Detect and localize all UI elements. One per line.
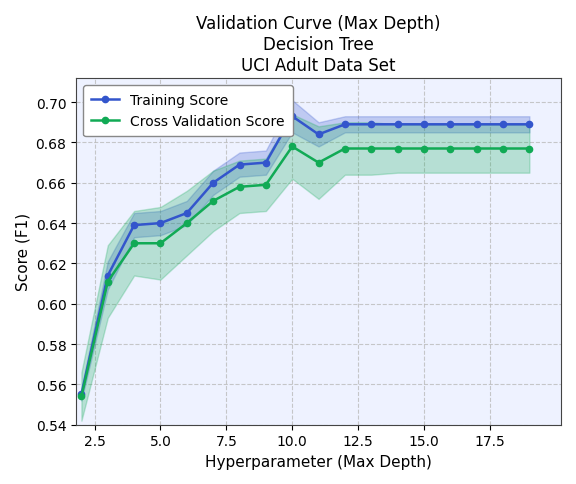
Training Score (210, 181, 217, 186)
Training Score (394, 122, 401, 128)
Cross Validation Score (473, 146, 480, 152)
Y-axis label: Score (F1): Score (F1) (15, 213, 30, 291)
Cross Validation Score (157, 241, 164, 247)
Training Score (342, 122, 348, 128)
Cross Validation Score (289, 144, 295, 150)
Training Score (104, 273, 111, 279)
Training Score (499, 122, 506, 128)
Cross Validation Score (210, 198, 217, 204)
Training Score (236, 163, 243, 168)
Cross Validation Score (394, 146, 401, 152)
Training Score (131, 223, 138, 228)
Cross Validation Score (368, 146, 375, 152)
Cross Validation Score (236, 184, 243, 190)
Training Score (368, 122, 375, 128)
Title: Validation Curve (Max Depth)
Decision Tree
UCI Adult Data Set: Validation Curve (Max Depth) Decision Tr… (196, 15, 441, 75)
Training Score (473, 122, 480, 128)
Cross Validation Score (263, 182, 270, 188)
Cross Validation Score (104, 279, 111, 285)
Cross Validation Score (78, 394, 85, 400)
Training Score (420, 122, 427, 128)
Cross Validation Score (526, 146, 533, 152)
Cross Validation Score (342, 146, 348, 152)
Cross Validation Score (315, 160, 322, 166)
Cross Validation Score (420, 146, 427, 152)
Legend: Training Score, Cross Validation Score: Training Score, Cross Validation Score (83, 86, 293, 137)
Line: Cross Validation Score: Cross Validation Score (78, 144, 532, 400)
Cross Validation Score (447, 146, 454, 152)
Training Score (183, 211, 190, 216)
Cross Validation Score (183, 221, 190, 227)
Training Score (526, 122, 533, 128)
Cross Validation Score (131, 241, 138, 247)
Training Score (263, 160, 270, 166)
Training Score (447, 122, 454, 128)
Training Score (315, 132, 322, 138)
Training Score (157, 221, 164, 227)
Line: Training Score: Training Score (78, 114, 532, 398)
X-axis label: Hyperparameter (Max Depth): Hyperparameter (Max Depth) (205, 454, 432, 469)
Training Score (78, 392, 85, 397)
Training Score (289, 114, 295, 120)
Cross Validation Score (499, 146, 506, 152)
